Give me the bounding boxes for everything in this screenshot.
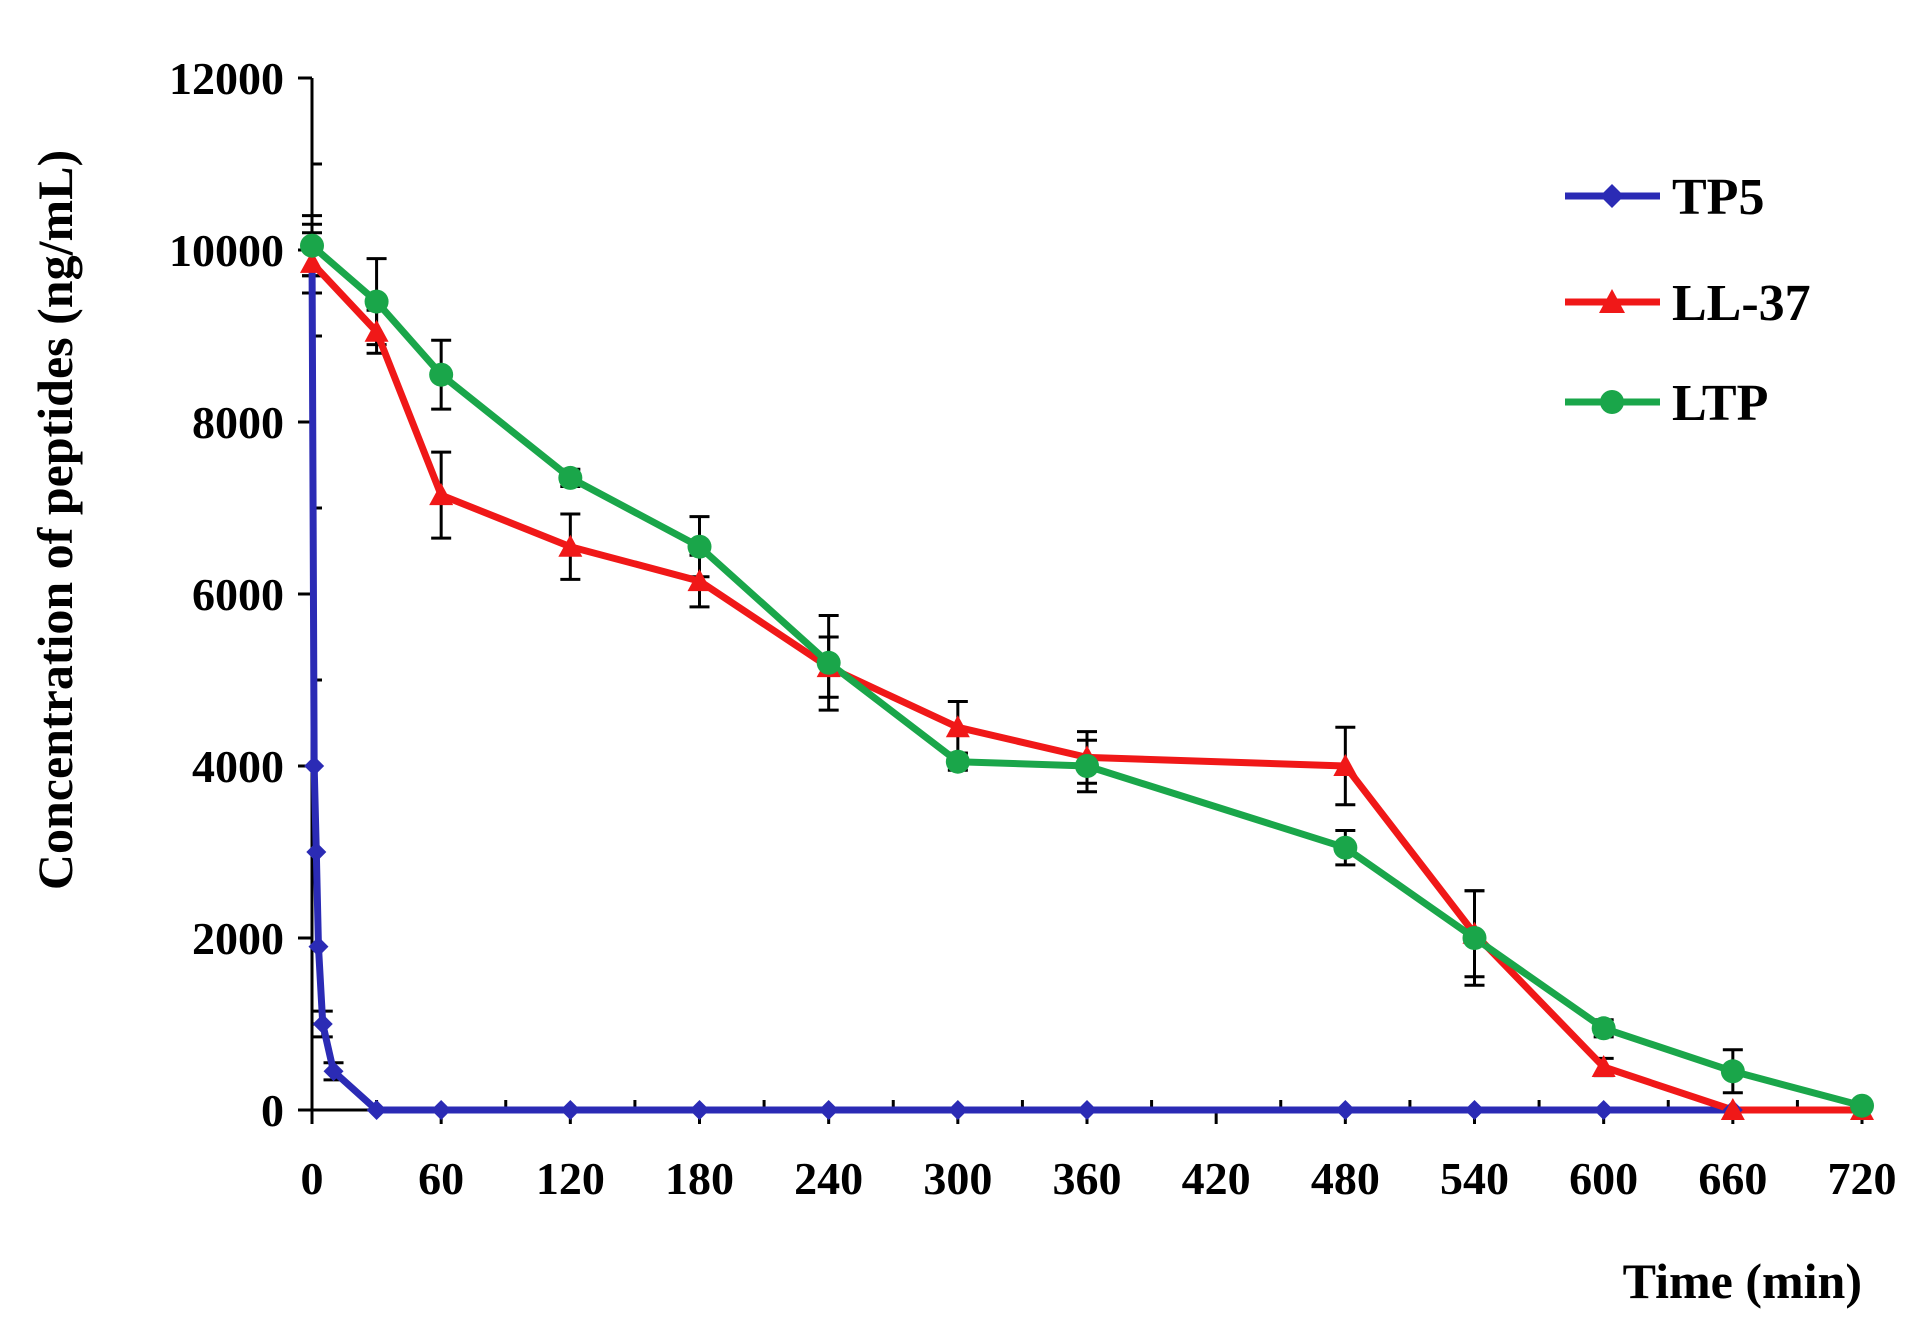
data-point-tp5: [431, 1100, 452, 1120]
error-bars: [302, 214, 1743, 1095]
data-point-tp5: [304, 756, 325, 776]
x-tick-label: 660: [1698, 1153, 1767, 1204]
data-point-ll37: [364, 319, 389, 342]
data-point-tp5: [1077, 1100, 1097, 1120]
x-tick-label: 540: [1440, 1153, 1509, 1204]
data-point-ll37: [1591, 1055, 1616, 1077]
x-tick-label: 420: [1182, 1153, 1251, 1204]
x-tick-label: 480: [1311, 1153, 1380, 1204]
data-point-tp5: [312, 1014, 333, 1034]
data-point-ll37: [945, 715, 970, 738]
x-tick-label: 180: [665, 1153, 734, 1204]
data-point-tp5: [689, 1100, 710, 1120]
legend-entry-ll37: LL-37: [1565, 275, 1811, 332]
data-point-ltp: [364, 289, 389, 314]
x-tick-label: 600: [1569, 1153, 1638, 1204]
x-tick-label: 300: [923, 1153, 992, 1204]
y-tick-label: 2000: [192, 913, 284, 964]
legend: TP5 LL-37 LTP: [1565, 169, 1811, 432]
axes: [298, 76, 1864, 1124]
data-point-ll37: [558, 534, 583, 557]
data-point-tp5: [1464, 1100, 1485, 1120]
y-axis-title: Concentration of peptides (ng/mL): [27, 150, 83, 890]
data-point-tp5: [947, 1100, 968, 1120]
data-point-ll37: [1333, 754, 1358, 776]
data-point-ll37: [300, 250, 324, 273]
data-point-tp5: [323, 1061, 344, 1082]
x-tick-label: 360: [1053, 1153, 1122, 1204]
data-point-ltp: [1462, 926, 1487, 950]
x-axis-title: Time (min): [1623, 1253, 1862, 1309]
y-tick-label: 6000: [192, 569, 284, 620]
data-point-tp5: [306, 842, 327, 862]
data-point-ltp: [1720, 1059, 1745, 1084]
series-line-ll37: [309, 260, 1862, 1114]
x-tick-label: 120: [536, 1153, 605, 1204]
legend-label-ll37: LL-37: [1672, 275, 1811, 332]
series-line-tp5: [308, 249, 1862, 1114]
data-point-tp5: [308, 936, 329, 957]
series-lines: [308, 243, 1863, 1114]
y-tick-label: 12000: [169, 53, 284, 104]
x-tick-label: 720: [1828, 1153, 1897, 1204]
x-tick-label: 240: [794, 1153, 863, 1204]
legend-marker-ltp: [1600, 390, 1624, 414]
y-tick-label: 0: [261, 1085, 284, 1136]
y-tick-label: 4000: [192, 741, 284, 792]
data-point-tp5: [366, 1100, 387, 1120]
legend-entry-tp5: TP5: [1565, 169, 1764, 226]
series-markers: [300, 233, 1874, 1120]
data-point-tp5: [818, 1100, 839, 1120]
data-point-ll37: [429, 483, 454, 506]
data-point-tp5: [560, 1100, 581, 1120]
legend-label-tp5: TP5: [1672, 169, 1764, 226]
x-tick-label: 0: [301, 1153, 324, 1204]
y-tick-label: 10000: [169, 225, 284, 276]
data-point-ll37: [1720, 1098, 1745, 1120]
legend-entry-ltp: LTP: [1565, 375, 1768, 432]
data-point-ll37: [687, 569, 712, 592]
data-point-ltp: [1591, 1016, 1616, 1041]
tick-labels: 0 2000 4000 6000 8000 10000 12000 0 60 120 180 240 3…: [169, 53, 1897, 1204]
data-point-ltp: [558, 465, 583, 490]
data-point-tp5: [1335, 1100, 1356, 1120]
data-point-tp5: [1593, 1100, 1614, 1120]
legend-marker-tp5: [1600, 184, 1624, 208]
data-point-ltp: [945, 749, 970, 774]
data-point-ltp: [300, 233, 324, 258]
legend-label-ltp: LTP: [1672, 375, 1768, 432]
series-line-ltp: [309, 243, 1863, 1110]
legend-marker-ll37: [1599, 289, 1625, 313]
data-point-ltp: [816, 650, 841, 675]
data-point-ltp: [1333, 835, 1358, 860]
data-point-ltp: [1850, 1093, 1874, 1118]
y-tick-label: 8000: [192, 397, 284, 448]
data-point-ltp: [1075, 754, 1099, 778]
data-point-ltp: [687, 534, 712, 559]
data-point-ltp: [429, 362, 454, 387]
x-tick-label: 60: [418, 1153, 464, 1204]
